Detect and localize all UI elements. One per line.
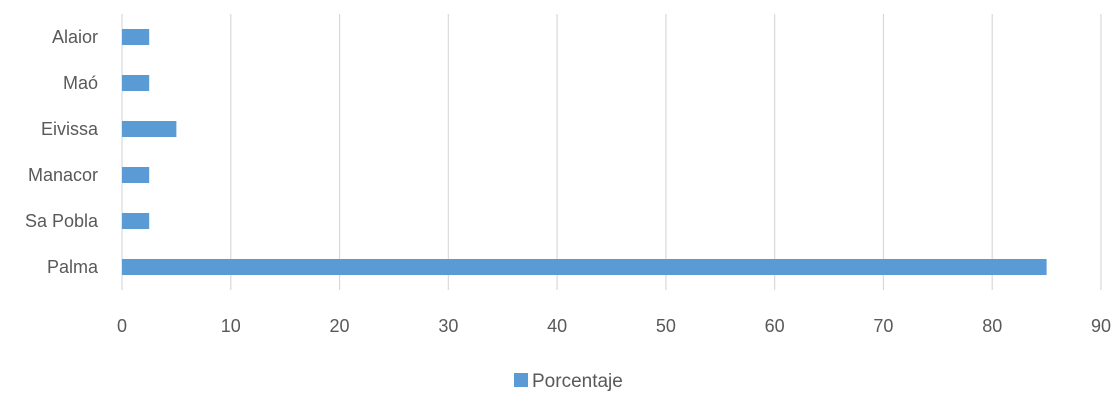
legend: Porcentaje xyxy=(514,371,623,392)
category-label: Manacor xyxy=(28,165,98,185)
category-label: Eivissa xyxy=(41,119,99,139)
x-tick-label: 10 xyxy=(221,316,241,336)
legend-label-porcentaje: Porcentaje xyxy=(532,371,623,392)
x-tick-label: 30 xyxy=(438,316,458,336)
category-label: Sa Pobla xyxy=(25,211,99,231)
bar-maó xyxy=(122,75,150,91)
gridlines xyxy=(121,14,1102,290)
bar-eivissa xyxy=(122,121,177,137)
x-tick-label: 60 xyxy=(765,316,785,336)
bar-palma xyxy=(122,259,1047,275)
x-tick-label: 80 xyxy=(982,316,1002,336)
bar-sa-pobla xyxy=(122,213,150,229)
category-label: Alaior xyxy=(52,27,98,47)
x-tick-label: 50 xyxy=(656,316,676,336)
x-tick-label: 40 xyxy=(547,316,567,336)
category-labels: Alaior Maó Eivissa Manacor Sa Pobla Palma xyxy=(25,27,99,277)
legend-swatch-porcentaje xyxy=(514,373,528,387)
category-label: Palma xyxy=(47,257,99,277)
x-tick-label: 70 xyxy=(873,316,893,336)
x-tick-labels: 0 10 20 30 40 50 60 70 80 90 xyxy=(117,316,1111,336)
category-label: Maó xyxy=(63,73,98,93)
bar-manacor xyxy=(122,167,150,183)
x-tick-label: 90 xyxy=(1091,316,1111,336)
bar-alaior xyxy=(122,29,150,45)
bars xyxy=(122,29,1047,275)
x-tick-label: 0 xyxy=(117,316,127,336)
x-tick-label: 20 xyxy=(330,316,350,336)
